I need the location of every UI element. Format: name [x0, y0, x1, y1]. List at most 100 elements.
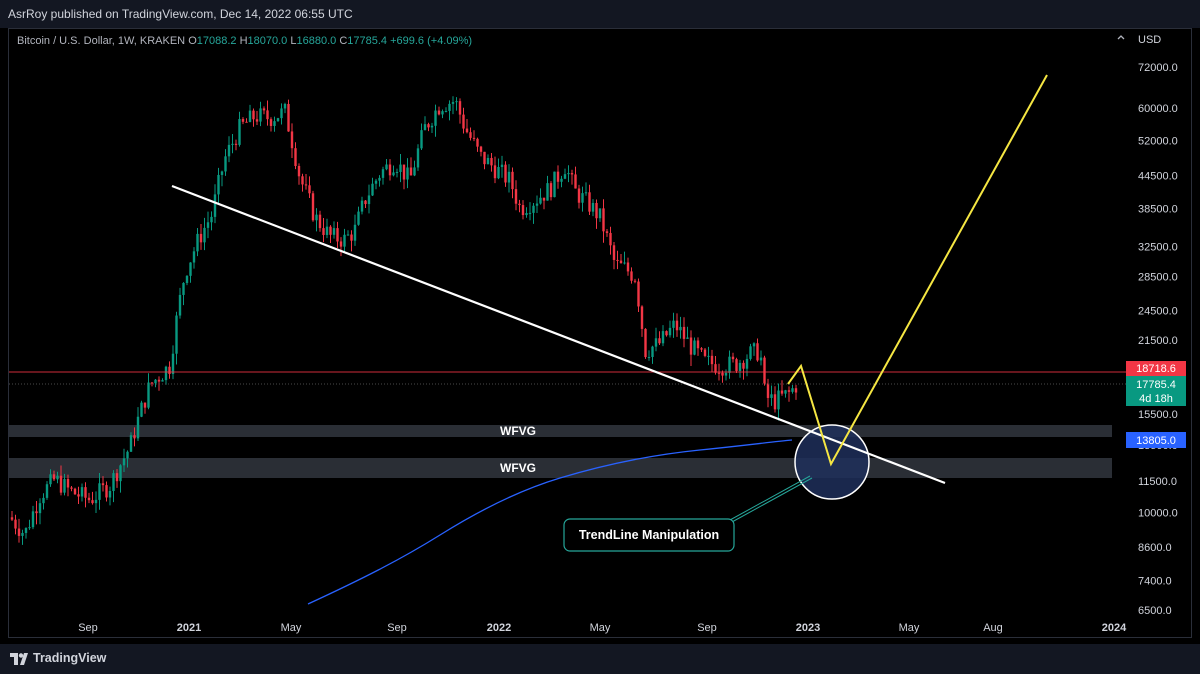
candle-body: [203, 227, 206, 243]
candle-body: [647, 356, 651, 358]
candle-body: [469, 132, 472, 138]
brand-name: TradingView: [33, 651, 107, 665]
candle-body: [28, 527, 31, 529]
candle-body: [185, 275, 189, 283]
candle-body: [189, 262, 192, 276]
candle-body: [325, 226, 329, 235]
candle-body: [577, 188, 581, 203]
candle-body: [98, 483, 101, 500]
candle-body: [689, 337, 693, 355]
candle-body: [682, 326, 686, 339]
candle-body: [423, 124, 427, 131]
candle-body: [245, 121, 248, 123]
wfvg-zone: [9, 425, 1112, 437]
candle-body: [38, 503, 42, 514]
candle-body: [133, 435, 136, 439]
candle-body: [651, 346, 654, 357]
candle-body: [182, 282, 185, 295]
candle-body: [66, 479, 70, 488]
candle-body: [675, 320, 679, 331]
candle-body: [147, 382, 150, 408]
candle-body: [262, 108, 266, 111]
candle-body: [241, 119, 245, 122]
tradingview-logo-icon: [10, 653, 28, 665]
candle-body: [563, 174, 567, 179]
candle-body: [192, 251, 196, 263]
moving-average-line: [307, 439, 793, 605]
y-tick-label: 10000.0: [1138, 508, 1178, 520]
candle-body: [332, 228, 336, 235]
collapse-chevron-icon[interactable]: [1117, 34, 1125, 42]
candle-body: [574, 174, 577, 189]
candle-body: [14, 519, 17, 529]
candle-body: [56, 475, 59, 480]
candle-body: [714, 364, 717, 373]
candle-body: [122, 458, 126, 466]
annotation-text: TrendLine Manipulation: [579, 528, 719, 542]
candle-body: [437, 110, 441, 115]
candle-body: [693, 340, 696, 355]
candle-body: [150, 382, 154, 384]
candle-body: [63, 479, 66, 493]
candle-body: [276, 118, 280, 122]
y-tick-label: 38500.0: [1138, 203, 1178, 215]
candle-body: [315, 214, 318, 221]
candle-body: [490, 157, 493, 166]
price-label-text: 17785.4: [1136, 379, 1176, 391]
candle-body: [217, 174, 220, 195]
candle-body: [668, 327, 672, 336]
candle-body: [581, 193, 584, 203]
candle-body: [616, 259, 619, 261]
y-tick-label: 44500.0: [1138, 171, 1178, 183]
candle-body: [721, 372, 724, 376]
x-tick-label: May: [899, 622, 920, 634]
candle-body: [595, 202, 598, 219]
x-tick-label: Aug: [983, 622, 1003, 634]
candle-body: [21, 532, 24, 536]
candle-body: [304, 184, 308, 186]
candle-body: [367, 195, 371, 205]
candle-body: [724, 372, 728, 376]
candle-body: [535, 203, 539, 206]
candle-body: [707, 355, 710, 357]
candle-body: [773, 394, 777, 410]
candle-body: [787, 390, 791, 392]
candle-body: [238, 119, 241, 145]
candle-body: [560, 178, 563, 182]
candle-body: [556, 171, 560, 182]
candle-body: [455, 101, 458, 103]
wfvg-label: WFVG: [500, 424, 536, 438]
low-label: L: [290, 35, 297, 47]
candle-body: [280, 108, 283, 119]
candle-body: [154, 379, 157, 384]
candle-body: [542, 197, 546, 201]
candle-body: [553, 171, 556, 198]
candle-body: [441, 111, 444, 115]
candle-body: [252, 110, 255, 120]
y-tick-label: 60000.0: [1138, 103, 1178, 115]
candle-body: [248, 110, 252, 122]
candle-body: [630, 271, 633, 281]
candle-body: [406, 167, 409, 180]
candle-body: [350, 234, 353, 241]
x-tick-label: Sep: [387, 622, 407, 634]
candle-body: [101, 483, 105, 486]
footer-bar: TradingView: [0, 644, 1200, 674]
candle-body: [598, 208, 602, 219]
candle-body: [59, 475, 63, 493]
candle-body: [311, 193, 315, 221]
candle-body: [259, 108, 262, 122]
candle-body: [70, 487, 73, 489]
candle-body: [539, 197, 542, 204]
price-label-box: [1126, 376, 1186, 406]
candle-body: [640, 306, 644, 329]
candle-body: [294, 148, 297, 166]
candle-body: [371, 183, 374, 196]
candle-body: [381, 169, 385, 178]
y-tick-label: 15500.0: [1138, 409, 1178, 421]
low-value: 16880.0: [296, 35, 337, 47]
candle-body: [605, 231, 609, 233]
candle-body: [119, 465, 122, 482]
candle-body: [409, 167, 413, 176]
candle-body: [500, 164, 504, 167]
